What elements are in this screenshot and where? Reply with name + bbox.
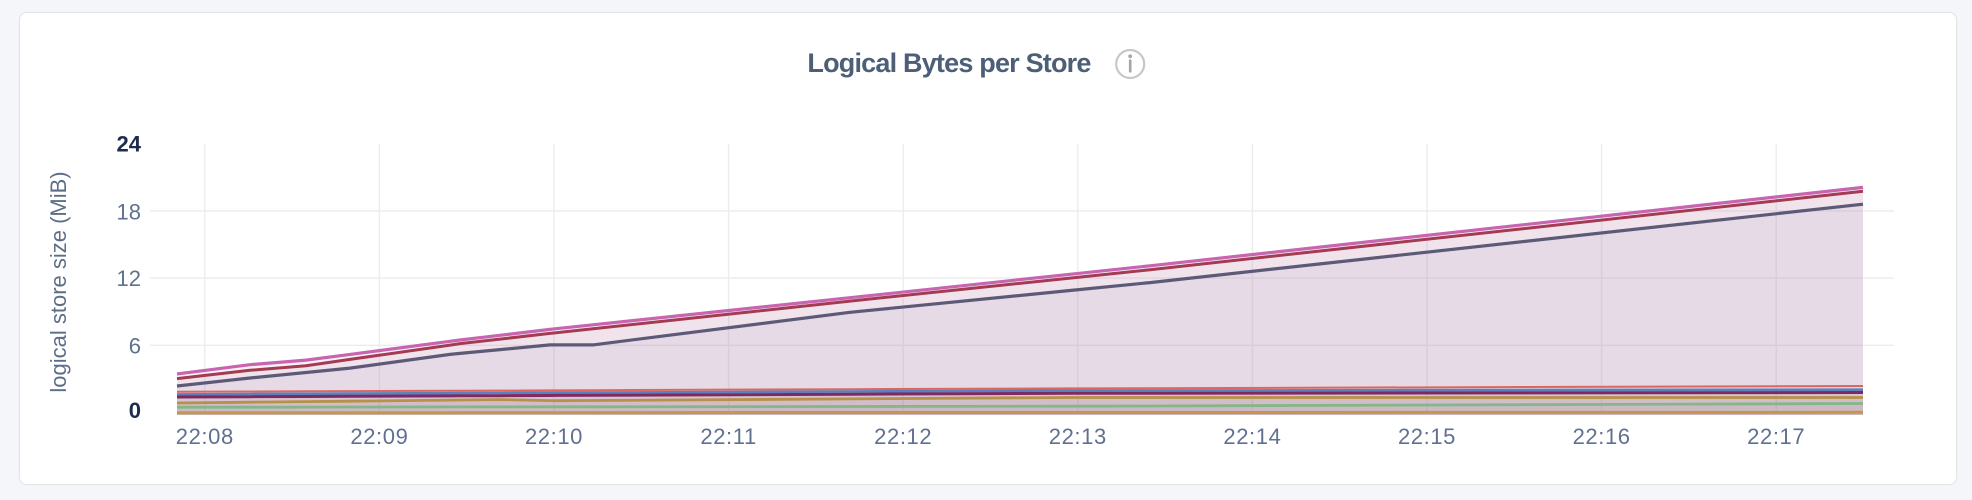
svg-text:22:17: 22:17	[1747, 424, 1805, 449]
svg-text:22:14: 22:14	[1223, 424, 1281, 449]
svg-text:12: 12	[117, 266, 141, 291]
svg-text:22:13: 22:13	[1049, 424, 1107, 449]
svg-text:22:08: 22:08	[176, 424, 234, 449]
svg-text:6: 6	[129, 334, 141, 359]
svg-text:0: 0	[129, 398, 141, 423]
svg-text:24: 24	[117, 131, 142, 156]
svg-text:22:12: 22:12	[874, 424, 932, 449]
svg-text:22:15: 22:15	[1398, 424, 1456, 449]
svg-text:logical store size (MiB): logical store size (MiB)	[46, 171, 71, 392]
svg-text:22:11: 22:11	[700, 424, 756, 449]
svg-text:22:16: 22:16	[1573, 424, 1631, 449]
svg-text:22:09: 22:09	[350, 424, 408, 449]
svg-text:18: 18	[117, 199, 141, 224]
svg-text:22:10: 22:10	[525, 424, 583, 449]
